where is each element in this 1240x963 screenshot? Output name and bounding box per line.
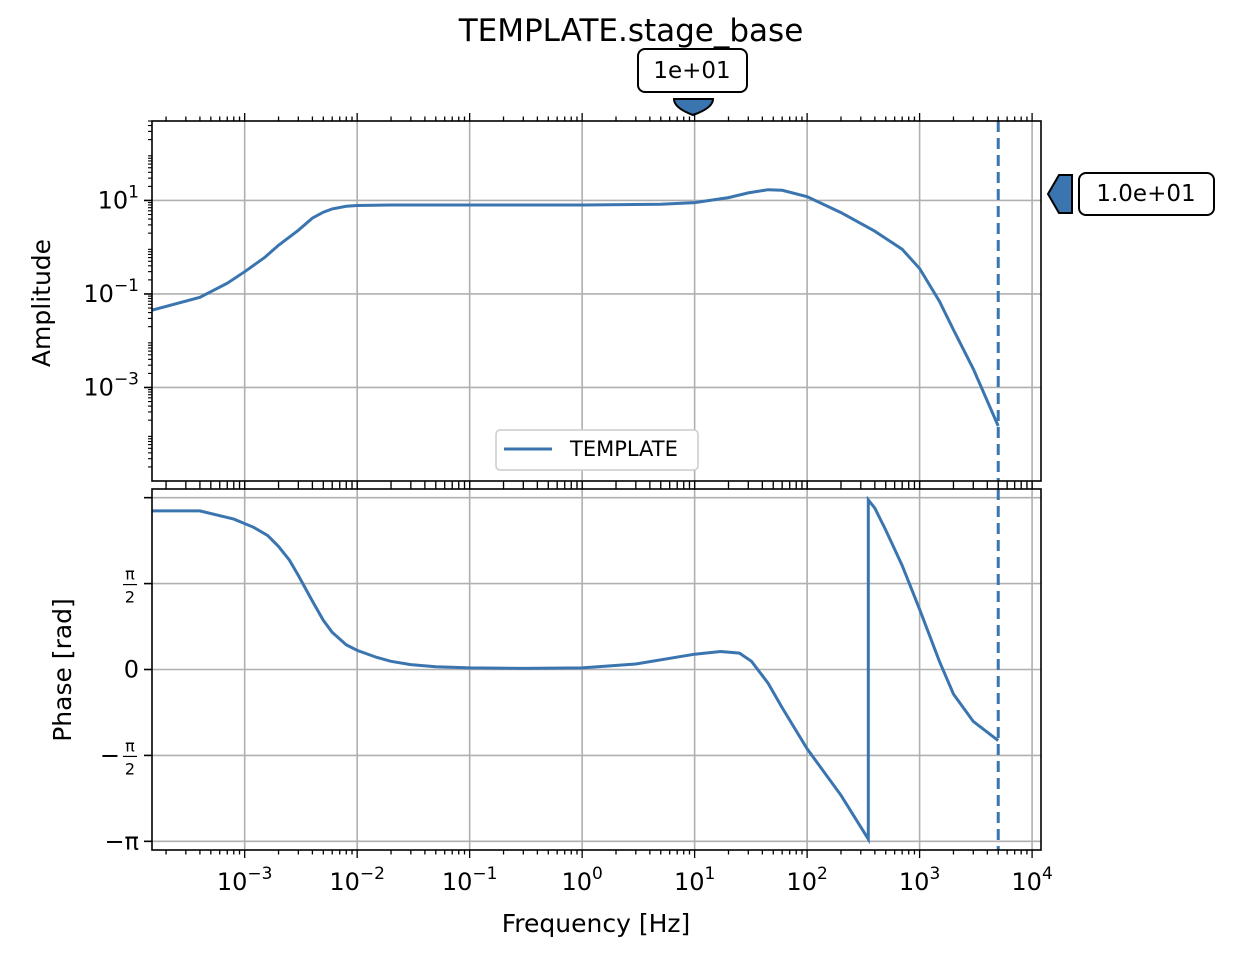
amplitude-series-line (152, 188, 1000, 427)
phase-tick-label: −π (104, 827, 139, 855)
frequency-tick-label: 10−1 (442, 864, 498, 896)
frequency-tick-label: 100 (561, 864, 602, 896)
top-marker-label: 1e+01 (653, 58, 730, 84)
phase-tick-label: 0 (124, 656, 139, 684)
phase-tick-numerator: π (125, 736, 135, 755)
legend: TEMPLATE (495, 429, 699, 471)
frequency-axis-label: Frequency [Hz] (502, 909, 691, 938)
phase-tick-numerator: π (125, 565, 135, 584)
amplitude-panel: 10−3 10−1 101 (83, 113, 1042, 489)
amplitude-tick-label: 10−3 (83, 369, 139, 401)
top-frequency-marker[interactable]: 1e+01 (637, 48, 748, 117)
right-marker-label: 1.0e+01 (1096, 181, 1195, 207)
frequency-tick-label: 101 (674, 864, 715, 896)
right-marker-handle-icon[interactable] (1046, 174, 1073, 214)
frequency-tick-label: 10−3 (217, 864, 273, 896)
right-amplitude-marker[interactable]: 1.0e+01 (1046, 172, 1215, 216)
phase-axis-label: Phase [rad] (48, 598, 77, 742)
phase-tick-sign: − (100, 741, 120, 769)
amplitude-axis-label: Amplitude (27, 239, 56, 367)
legend-entry-template: TEMPLATE (569, 437, 678, 461)
amplitude-tick-label: 10−1 (83, 276, 139, 308)
frequency-tick-label: 103 (899, 864, 940, 896)
chart-title: TEMPLATE.stage_base (458, 13, 804, 49)
phase-series-line (152, 495, 1000, 845)
phase-tick-denominator: 2 (125, 759, 135, 778)
amplitude-tick-label: 101 (98, 182, 139, 214)
frequency-tick-label: 10−2 (329, 864, 385, 896)
frequency-tick-label: 102 (786, 864, 827, 896)
frequency-tick-label: 104 (1011, 864, 1052, 896)
phase-frame (151, 488, 1042, 851)
phase-tick-denominator: 2 (125, 588, 135, 607)
amplitude-frame (151, 120, 1042, 482)
top-marker-handle-icon[interactable] (672, 98, 715, 117)
